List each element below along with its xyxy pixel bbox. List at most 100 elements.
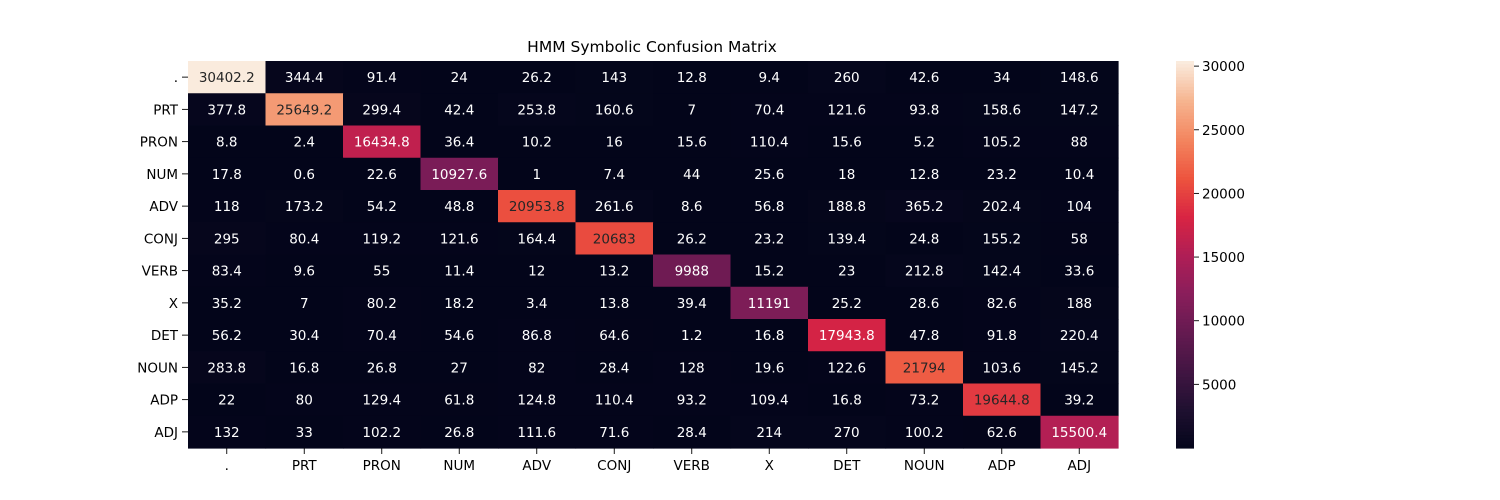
colorbar-tick-label: 5000 <box>1202 377 1236 393</box>
heatmap-cell <box>963 125 1042 159</box>
cell-value-label: 102.2 <box>362 425 401 441</box>
colorbar-segment <box>1176 144 1194 149</box>
cell-value-label: 39.2 <box>1064 393 1094 409</box>
cell-value-label: 188.8 <box>827 199 866 215</box>
cell-value-label: 121.6 <box>827 102 866 118</box>
colorbar-segment <box>1176 260 1194 265</box>
colorbar-segment <box>1176 325 1194 330</box>
colorbar-segment <box>1176 393 1194 397</box>
heatmap-cell <box>343 93 422 127</box>
colorbar-segment <box>1176 406 1194 410</box>
colorbar-tick-label: 30000 <box>1202 59 1245 75</box>
colorbar-segment <box>1176 386 1194 391</box>
cell-value-label: 61.8 <box>444 393 474 409</box>
cell-value-label: 24 <box>451 70 468 86</box>
heatmap-cell <box>730 286 809 320</box>
heatmap-cell <box>265 125 344 159</box>
colorbar-segment <box>1176 215 1194 220</box>
cell-value-label: 132 <box>214 425 240 441</box>
heatmap-cell <box>653 222 732 256</box>
cell-value-label: 103.6 <box>982 360 1021 376</box>
colorbar-segment <box>1176 222 1194 227</box>
colorbar-segment <box>1176 90 1194 94</box>
cell-value-label: 12.8 <box>909 167 939 183</box>
heatmap-cell <box>963 222 1042 256</box>
heatmap-cell <box>653 383 732 417</box>
cell-value-label: 48.8 <box>444 199 474 215</box>
cell-value-label: 30402.2 <box>199 70 255 86</box>
colorbar-segment <box>1176 122 1194 127</box>
colorbar-segment <box>1176 235 1194 239</box>
cell-value-label: 148.6 <box>1060 70 1099 86</box>
heatmap-cell <box>730 157 809 191</box>
heatmap-cell <box>188 319 267 352</box>
cell-value-label: 82.6 <box>987 296 1017 312</box>
heatmap-cell <box>730 61 809 94</box>
colorbar-segment <box>1176 164 1194 169</box>
colorbar-segment <box>1176 96 1194 101</box>
cell-value-label: 55 <box>373 264 390 280</box>
heatmap-cell <box>420 351 499 385</box>
row-tick-label: ADP <box>150 393 178 409</box>
heatmap-cell <box>343 383 422 417</box>
cell-value-label: 9988 <box>675 264 709 280</box>
colorbar-segment <box>1176 167 1194 172</box>
heatmap-cell <box>265 222 344 256</box>
column-tick-label: DET <box>833 458 861 474</box>
heatmap-cell <box>963 351 1042 385</box>
colorbar-segment <box>1176 199 1194 204</box>
cell-value-label: 39.4 <box>677 296 707 312</box>
heatmap-cell <box>498 157 577 191</box>
column-tick-labels: . PRT PRON NUM ADV CONJ VERB X DET NOUN ADP ADJ <box>225 448 1091 474</box>
heatmap-cell <box>265 61 344 94</box>
heatmap-cell <box>885 222 964 256</box>
cell-value-label: 23 <box>838 264 855 280</box>
colorbar-segment <box>1176 431 1194 436</box>
cell-value-label: 71.6 <box>599 425 629 441</box>
heatmap-cell <box>343 415 422 449</box>
cell-value-label: 11191 <box>748 296 791 312</box>
colorbar-segment <box>1176 119 1194 123</box>
colorbar-tick-label: 25000 <box>1202 123 1245 139</box>
heatmap-cell <box>575 93 654 127</box>
heatmap-cell <box>963 93 1042 127</box>
colorbar-segment <box>1176 83 1194 88</box>
cell-value-label: 12.8 <box>677 70 707 86</box>
cell-value-label: 0.6 <box>294 167 315 183</box>
heatmap-cell <box>963 61 1042 94</box>
cell-value-label: 142.4 <box>982 264 1021 280</box>
cell-value-label: 124.8 <box>517 393 556 409</box>
heatmap-cell <box>885 286 964 320</box>
heatmap-cell <box>808 383 887 417</box>
heatmap-cell <box>265 93 344 127</box>
heatmap-cell <box>1040 61 1119 94</box>
heatmap-cell <box>188 254 267 288</box>
heatmap-cell <box>1040 93 1119 127</box>
heatmap-cell <box>575 222 654 256</box>
row-tick-label: X <box>169 296 178 312</box>
cell-value-label: 80 <box>296 393 313 409</box>
heatmap-cell <box>575 351 654 385</box>
colorbar-segment <box>1176 154 1194 159</box>
colorbar-segment <box>1176 151 1194 156</box>
colorbar-segment <box>1176 377 1194 381</box>
heatmap-cell <box>343 61 422 94</box>
heatmap-cell <box>420 254 499 288</box>
colorbar-segment <box>1176 428 1194 433</box>
cell-value-label: 188 <box>1066 296 1092 312</box>
cell-value-label: 9.4 <box>759 70 780 86</box>
cell-value-label: 214 <box>756 425 782 441</box>
cell-value-label: 36.4 <box>444 135 474 151</box>
cell-value-label: 109.4 <box>750 393 789 409</box>
colorbar-segment <box>1176 231 1194 236</box>
cell-value-label: 26.2 <box>522 70 552 86</box>
colorbar-segment <box>1176 438 1194 443</box>
cell-value-label: 15.6 <box>832 135 862 151</box>
cell-value-label: 33.6 <box>1064 264 1094 280</box>
cell-value-label: 25.2 <box>832 296 862 312</box>
colorbar-segment <box>1176 177 1194 181</box>
colorbar-segment <box>1176 170 1194 175</box>
cell-value-label: 253.8 <box>517 102 556 118</box>
colorbar-segment <box>1176 141 1194 146</box>
heatmap-cell <box>653 157 732 191</box>
